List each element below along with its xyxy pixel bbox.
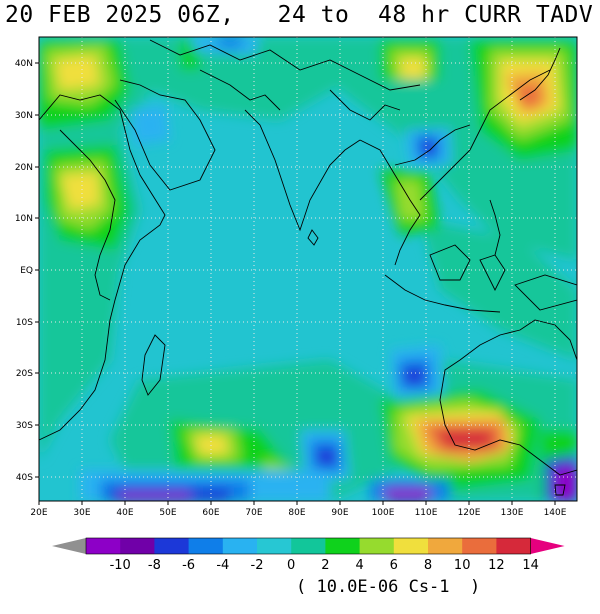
lon-label: 100E <box>372 508 395 518</box>
colorbar-swatch <box>120 538 155 554</box>
colorbar-under-arrow <box>52 538 86 554</box>
lon-label: 20E <box>30 508 47 518</box>
colorbar-label: -6 <box>182 558 195 573</box>
colorbar-swatch <box>86 538 121 554</box>
colorbar-label: 0 <box>287 558 295 573</box>
colorbar-label: 4 <box>355 558 363 573</box>
lat-label: EQ <box>20 266 33 276</box>
lon-label: 40E <box>116 508 133 518</box>
colorbar-swatch <box>222 538 258 554</box>
lat-label: 30S <box>16 421 33 431</box>
lon-label: 110E <box>415 508 438 518</box>
colorbar-swatch <box>257 538 292 554</box>
colorbar-label: -8 <box>148 558 161 573</box>
colorbar-label: 10 <box>454 558 471 573</box>
lon-label: 120E <box>458 508 481 518</box>
lat-label: 40S <box>16 473 33 483</box>
axis-ticks <box>35 62 556 505</box>
colorbar-label: -10 <box>110 558 131 573</box>
colorbar-label: 2 <box>321 558 329 573</box>
grid-lines <box>39 37 577 501</box>
lat-label: 30N <box>15 111 33 121</box>
lon-label: 90E <box>331 508 348 518</box>
colorbar-label: -4 <box>216 558 229 573</box>
colorbar-label: 6 <box>390 558 398 573</box>
lon-label: 30E <box>73 508 90 518</box>
colorbar-swatch <box>325 538 361 554</box>
lon-label: 140E <box>544 508 567 518</box>
lon-label: 50E <box>159 508 176 518</box>
colorbar-swatch <box>154 538 190 554</box>
colorbar-swatch <box>359 538 395 554</box>
lat-label: 20S <box>16 369 33 379</box>
colorbar-swatch <box>428 538 463 554</box>
lat-label: 40N <box>15 59 33 69</box>
lat-label: 10S <box>16 318 33 328</box>
coastlines <box>39 39 577 496</box>
lon-label: 130E <box>501 508 524 518</box>
colorbar-frame <box>85 537 531 555</box>
colorbar-label: 12 <box>488 558 505 573</box>
lon-label: 70E <box>245 508 262 518</box>
lat-label: 20N <box>15 163 33 173</box>
lat-labels: 40N 30N 20N 10N EQ 10S 20S 30S 40S <box>15 59 33 483</box>
field-layer <box>39 37 577 501</box>
colorbar-label: 8 <box>424 558 432 573</box>
lon-label: 80E <box>288 508 305 518</box>
map-title: 20 FEB 2025 06Z, 24 to 48 hr CURR TADV <box>5 2 594 28</box>
plot-frame <box>38 36 578 502</box>
colorbar-swatch <box>188 538 224 554</box>
colorbar-label: -2 <box>251 558 264 573</box>
lon-label: 60E <box>202 508 219 518</box>
colorbar-units: ( 10.0E-06 Cs-1 ) <box>296 577 481 597</box>
colorbar-swatch <box>393 538 429 554</box>
colorbar: -10 -8 -6 -4 -2 0 2 4 6 8 10 12 14 <box>52 537 565 573</box>
colorbar-over-arrow <box>530 538 565 554</box>
colorbar-swatch <box>462 538 497 554</box>
colorbar-label: 14 <box>522 558 539 573</box>
lon-labels: 20E 30E 40E 50E 60E 70E 80E 90E 100E 110… <box>30 508 566 518</box>
lat-label: 10N <box>15 214 33 224</box>
colorbar-swatch <box>496 538 532 554</box>
colorbar-swatch <box>291 538 326 554</box>
